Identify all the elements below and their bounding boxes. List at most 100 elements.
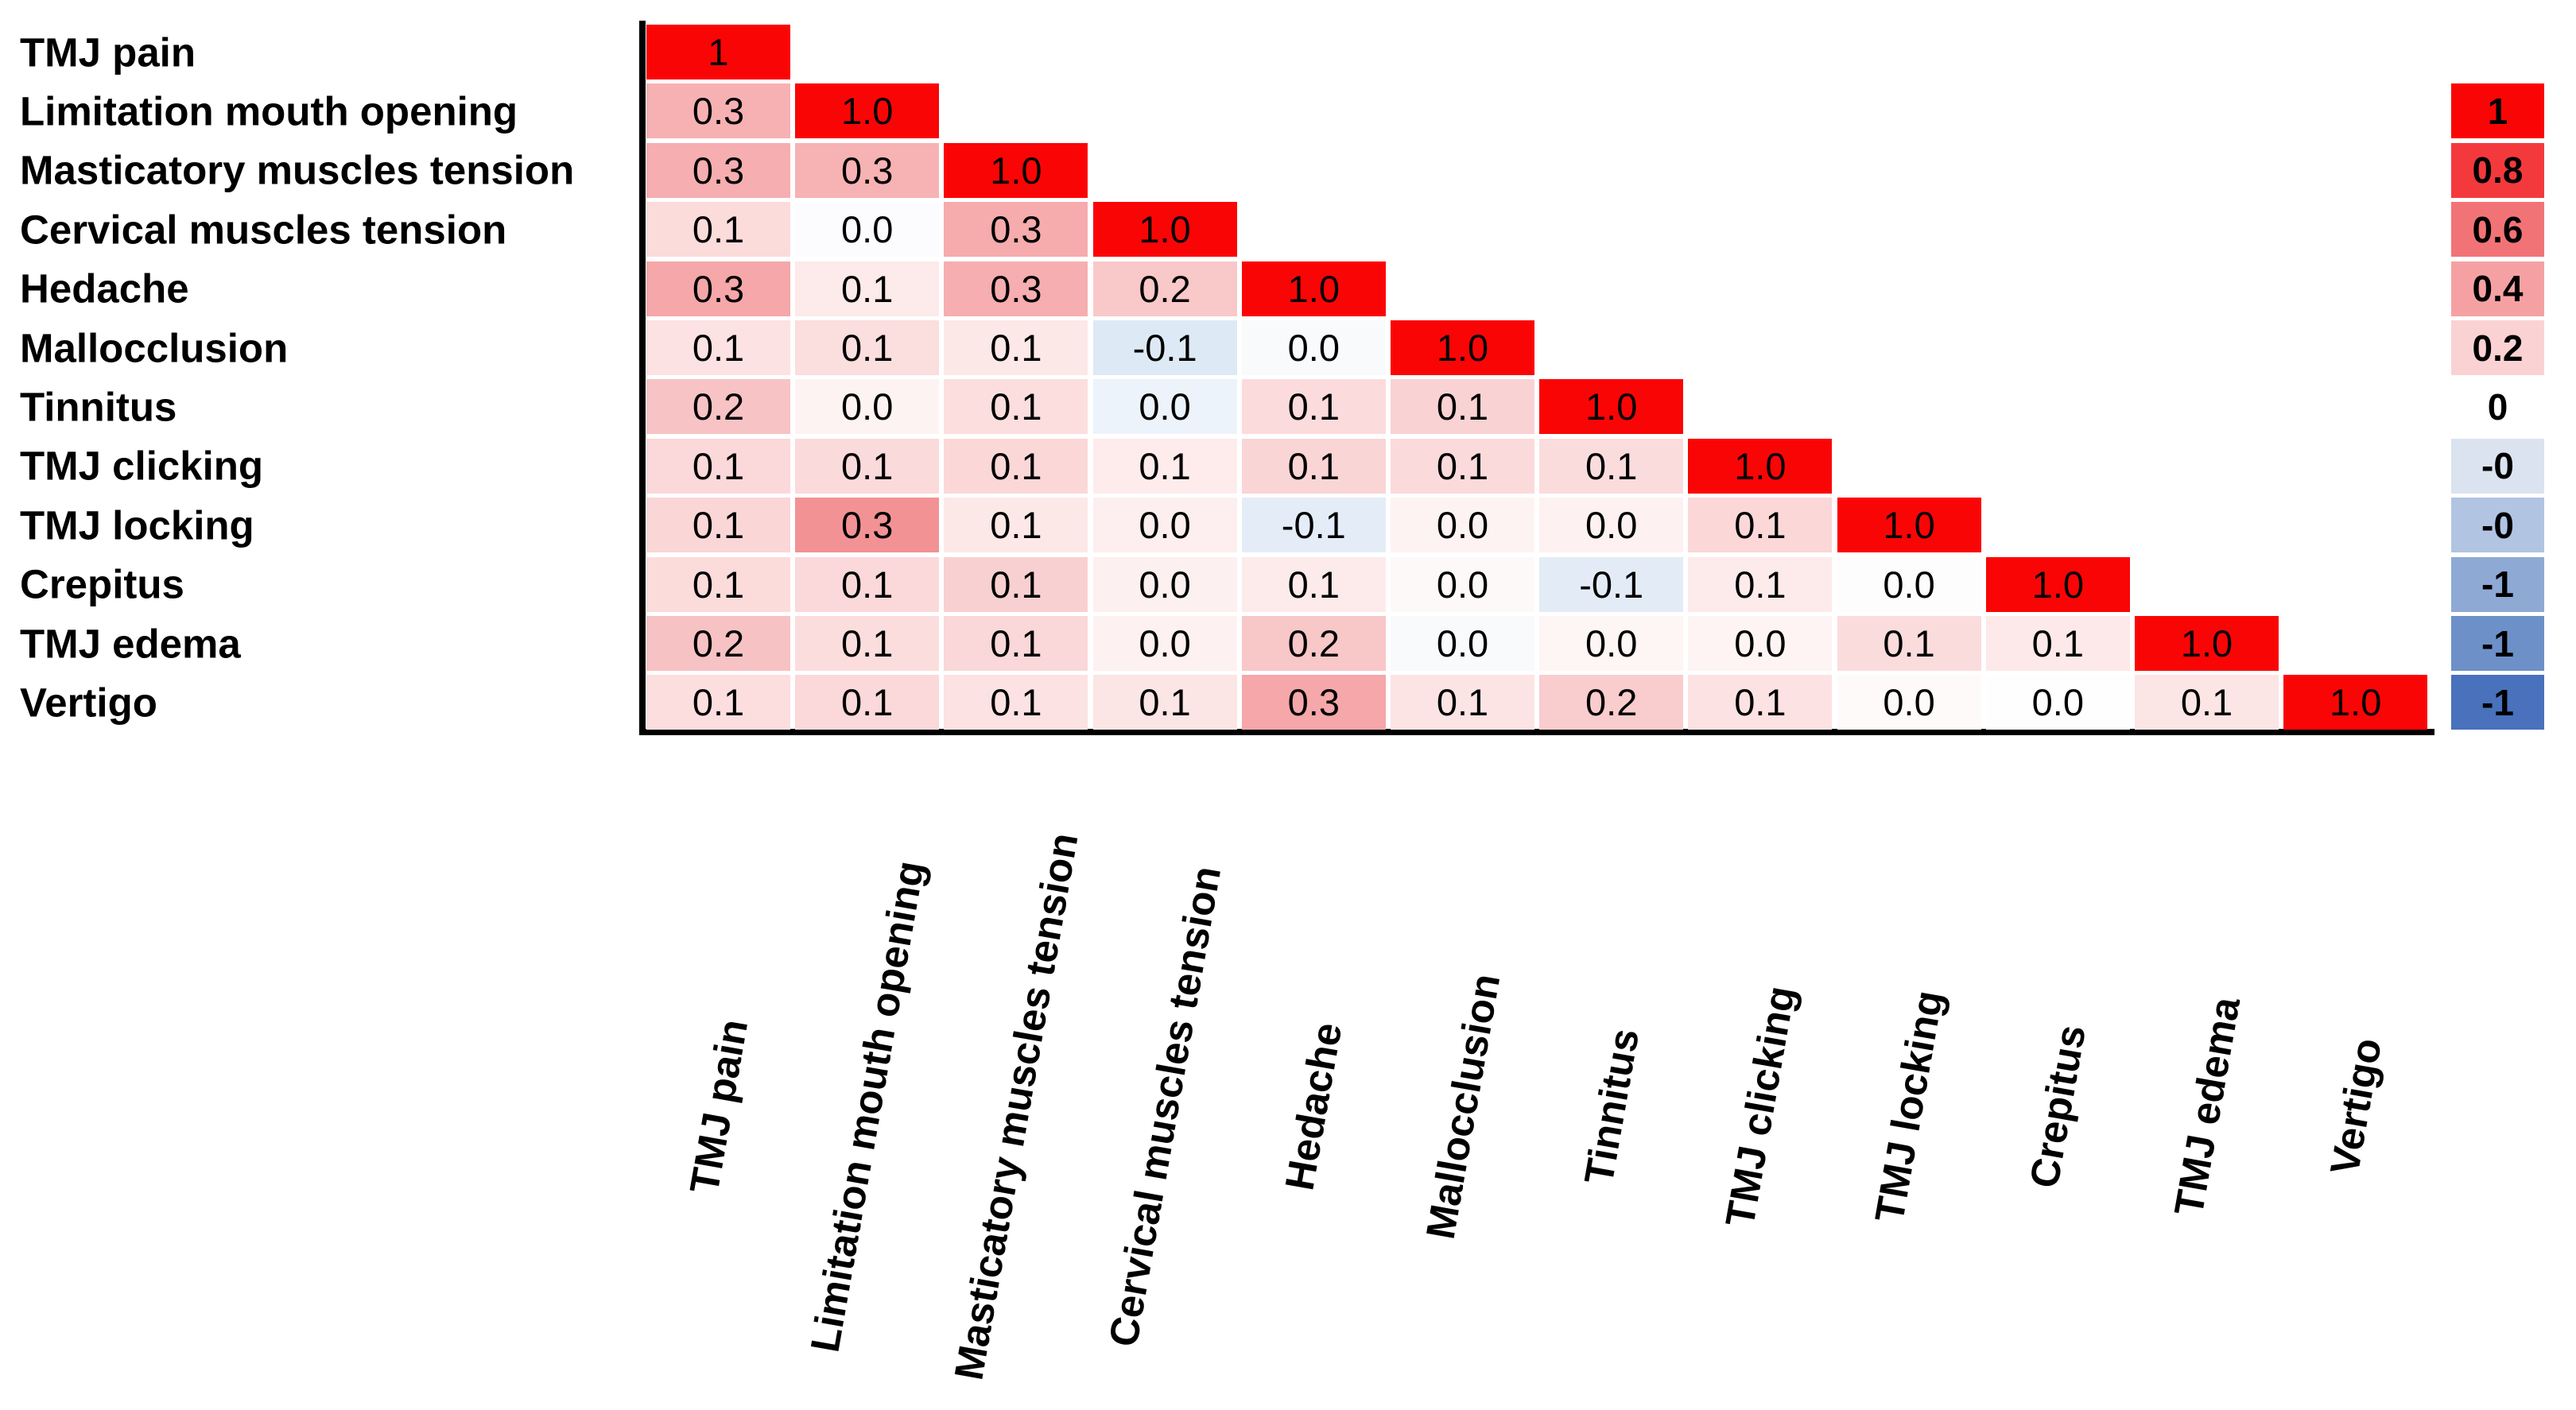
matrix-cell-r8c1: 0.1	[646, 438, 790, 494]
matrix-cell-r4c2: 0.0	[795, 202, 940, 258]
row-label-tmj-locking: TMJ locking	[20, 502, 254, 548]
matrix-cell-r5c1: 0.3	[646, 261, 790, 316]
y-axis-line	[639, 21, 646, 735]
matrix-cell-r10c3: 0.1	[944, 556, 1088, 612]
matrix-cell-r8c2: 0.1	[795, 438, 940, 494]
matrix-cell-r9c8: 0.1	[1688, 498, 1833, 553]
matrix-cell-r10c8: 0.1	[1688, 556, 1833, 612]
matrix-cell-r11c4: 0.0	[1092, 616, 1237, 671]
matrix-cell-r3c3: 1.0	[944, 142, 1088, 198]
matrix-cell-r12c10: 0.0	[1985, 675, 2130, 730]
matrix-cell-r2c2: 1.0	[795, 83, 940, 139]
matrix-cell-r12c4: 0.1	[1092, 675, 1237, 730]
matrix-cell-r12c12: 1.0	[2283, 675, 2428, 730]
matrix-cell-r9c7: 0.0	[1539, 498, 1684, 553]
matrix-cell-r6c4: -0.1	[1092, 320, 1237, 375]
matrix-cell-r11c8: 0.0	[1688, 616, 1833, 671]
matrix-cell-r10c2: 0.1	[795, 556, 940, 612]
column-label-tmj-pain: TMJ pain	[681, 1016, 756, 1197]
matrix-cell-r2c1: 0.3	[646, 83, 790, 139]
colorbar-cell-7: -0	[2451, 498, 2544, 553]
column-label-masticatory-muscles-tension: Masticatory muscles tension	[945, 829, 1087, 1384]
matrix-cell-r10c4: 0.0	[1092, 556, 1237, 612]
colorbar-cell-6: -0	[2451, 438, 2544, 494]
column-label-tmj-clicking: TMJ clicking	[1717, 982, 1804, 1230]
colorbar-cell-3: 0.4	[2451, 261, 2544, 316]
matrix-cell-r8c6: 0.1	[1391, 438, 1534, 494]
matrix-cell-r7c1: 0.2	[646, 379, 790, 435]
column-label-vertigo: Vertigo	[2321, 1034, 2390, 1179]
x-axis-line	[639, 729, 2434, 735]
column-label-tmj-locking: TMJ locking	[1866, 986, 1952, 1226]
matrix-cell-r8c8: 1.0	[1688, 438, 1833, 494]
colorbar-cell-0: 1	[2451, 83, 2544, 139]
matrix-cell-r11c11: 1.0	[2135, 616, 2279, 671]
column-label-hedache: Hedache	[1276, 1019, 1351, 1194]
matrix-cell-r11c3: 0.1	[944, 616, 1088, 671]
matrix-cell-r5c4: 0.2	[1092, 261, 1237, 316]
row-label-mallocclusion: Mallocclusion	[20, 325, 289, 370]
colorbar-cell-2: 0.6	[2451, 202, 2544, 258]
colorbar-cell-4: 0.2	[2451, 320, 2544, 375]
matrix-cell-r3c2: 0.3	[795, 142, 940, 198]
row-label-tmj-clicking: TMJ clicking	[20, 443, 264, 489]
row-label-tmj-pain: TMJ pain	[20, 29, 196, 75]
matrix-cell-r11c9: 0.1	[1837, 616, 1981, 671]
column-label-tmj-edema: TMJ edema	[2165, 994, 2248, 1219]
matrix-cell-r12c1: 0.1	[646, 675, 790, 730]
matrix-cell-r11c10: 0.1	[1985, 616, 2130, 671]
matrix-cell-r7c3: 0.1	[944, 379, 1088, 435]
matrix-cell-r10c5: 0.1	[1241, 556, 1386, 612]
matrix-cell-r10c1: 0.1	[646, 556, 790, 612]
matrix-cell-r8c3: 0.1	[944, 438, 1088, 494]
matrix-cell-r10c7: -0.1	[1539, 556, 1684, 612]
matrix-cell-r12c9: 0.0	[1837, 675, 1981, 730]
matrix-cell-r11c2: 0.1	[795, 616, 940, 671]
matrix-cell-r10c9: 0.0	[1837, 556, 1981, 612]
colorbar-cell-5: 0	[2451, 379, 2544, 435]
matrix-cell-r8c7: 0.1	[1539, 438, 1684, 494]
matrix-cell-r7c2: 0.0	[795, 379, 940, 435]
matrix-cell-r12c5: 0.3	[1241, 675, 1386, 730]
colorbar-cell-8: -1	[2451, 556, 2544, 612]
matrix-cell-r4c4: 1.0	[1092, 202, 1237, 258]
column-label-mallocclusion: Mallocclusion	[1417, 970, 1508, 1243]
matrix-cell-r9c3: 0.1	[944, 498, 1088, 553]
matrix-cell-r9c9: 1.0	[1837, 498, 1981, 553]
matrix-cell-r11c5: 0.2	[1241, 616, 1386, 671]
matrix-cell-r6c2: 0.1	[795, 320, 940, 375]
matrix-cell-r6c3: 0.1	[944, 320, 1088, 375]
matrix-cell-r12c3: 0.1	[944, 675, 1088, 730]
matrix-cell-r4c3: 0.3	[944, 202, 1088, 258]
matrix-cell-r5c3: 0.3	[944, 261, 1088, 316]
matrix-cell-r9c5: -0.1	[1241, 498, 1386, 553]
matrix-cell-r10c10: 1.0	[1985, 556, 2130, 612]
column-label-limitation-mouth-opening: Limitation mouth opening	[801, 857, 933, 1356]
matrix-cell-r12c7: 0.2	[1539, 675, 1684, 730]
matrix-cell-r6c6: 1.0	[1391, 320, 1534, 375]
row-label-limitation-mouth-opening: Limitation mouth opening	[20, 88, 518, 134]
matrix-cell-r12c8: 0.1	[1688, 675, 1833, 730]
matrix-cell-r12c11: 0.1	[2135, 675, 2279, 730]
row-label-tinnitus: Tinnitus	[20, 384, 177, 430]
colorbar-cell-9: -1	[2451, 616, 2544, 671]
row-label-vertigo: Vertigo	[20, 680, 157, 726]
matrix-cell-r6c1: 0.1	[646, 320, 790, 375]
matrix-cell-r9c6: 0.0	[1391, 498, 1534, 553]
matrix-cell-r9c1: 0.1	[646, 498, 790, 553]
row-label-hedache: Hedache	[20, 265, 189, 312]
row-label-crepitus: Crepitus	[20, 561, 184, 607]
matrix-cell-r11c7: 0.0	[1539, 616, 1684, 671]
matrix-cell-r9c2: 0.3	[795, 498, 940, 553]
matrix-cell-r8c5: 0.1	[1241, 438, 1386, 494]
row-label-cervical-muscles-tension: Cervical muscles tension	[20, 207, 507, 253]
matrix-cell-r8c4: 0.1	[1092, 438, 1237, 494]
matrix-cell-r7c7: 1.0	[1539, 379, 1684, 435]
matrix-cell-r12c6: 0.1	[1391, 675, 1534, 730]
matrix-cell-r12c2: 0.1	[795, 675, 940, 730]
matrix-cell-r4c1: 0.1	[646, 202, 790, 258]
matrix-cell-r5c2: 0.1	[795, 261, 940, 316]
column-label-cervical-muscles-tension: Cervical muscles tension	[1100, 862, 1230, 1350]
column-label-tinnitus: Tinnitus	[1575, 1025, 1647, 1188]
